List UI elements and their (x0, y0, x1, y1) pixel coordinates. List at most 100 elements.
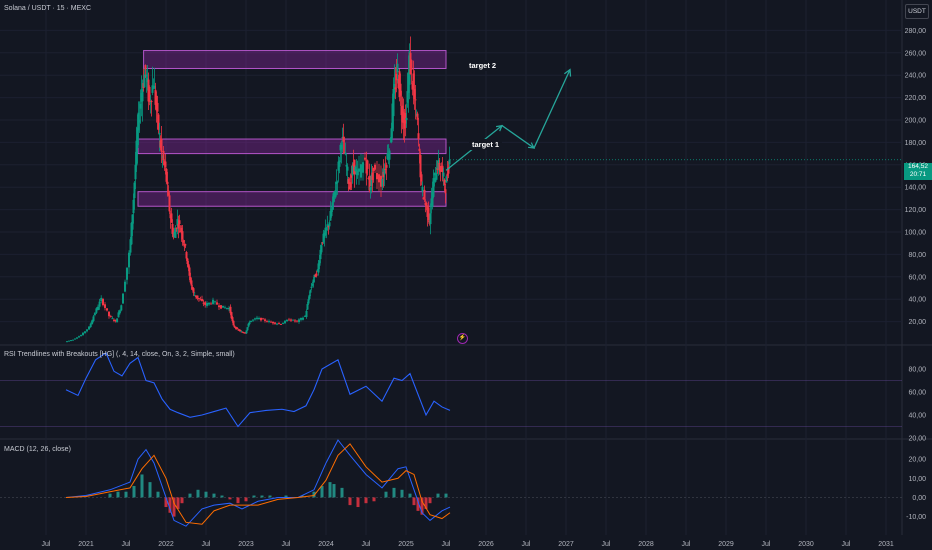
macd-histogram-bar (356, 497, 360, 508)
candle-body (349, 182, 352, 188)
candle-body (176, 219, 179, 226)
macd-histogram-bar (312, 491, 316, 498)
candle-body (384, 168, 387, 171)
macd-histogram-bar (428, 497, 432, 504)
candle-body (395, 74, 398, 81)
candle-body (199, 299, 202, 301)
currency-button[interactable]: USDT (905, 4, 929, 19)
candle-body (208, 302, 210, 305)
candle-body (332, 193, 335, 203)
candle-body (386, 153, 389, 160)
candle-body (178, 220, 181, 224)
candle-body (370, 174, 373, 186)
candle-body (149, 102, 152, 104)
candle-body (419, 155, 422, 178)
flash-icon[interactable]: ⚡ (457, 333, 468, 344)
candle-body (432, 178, 435, 197)
candle-body (114, 319, 117, 321)
candle-body (86, 329, 88, 332)
x-tick-label: 2027 (558, 541, 574, 548)
candle-body (195, 295, 198, 298)
x-tick-label: 2021 (78, 541, 94, 548)
candle-body (136, 127, 139, 149)
macd-histogram-bar (180, 497, 184, 504)
candle-body (144, 65, 147, 70)
signal-line (65, 443, 451, 525)
candle-body (250, 320, 252, 323)
macd-histogram-bar (204, 491, 208, 498)
macd-histogram-bar (436, 493, 440, 498)
x-tick-label: 2022 (158, 541, 174, 548)
x-tick-label: 2025 (398, 541, 414, 548)
candle-body (102, 299, 104, 306)
candle-body (145, 74, 148, 77)
candle-body (193, 295, 196, 297)
macd-title: MACD (12, 26, close) (4, 446, 71, 453)
candle-body (383, 168, 386, 175)
last-price: 164,52 (908, 163, 928, 170)
candle-body (168, 195, 171, 212)
candle-body (336, 181, 339, 183)
candle-body (134, 164, 137, 180)
x-tick-label: 2023 (238, 541, 254, 548)
candle-body (382, 171, 385, 178)
candle-body (420, 174, 423, 182)
macd-histogram-bar (236, 497, 240, 504)
candle-body (197, 298, 200, 300)
candle-body (66, 341, 68, 343)
macd-histogram-bar (196, 489, 200, 498)
candle-body (232, 320, 235, 326)
price-candles (66, 36, 902, 343)
candle-body (388, 150, 391, 160)
candle-body (306, 304, 309, 310)
candle-body (186, 258, 189, 265)
x-tick-label: Jul (762, 541, 771, 548)
candle-body (312, 279, 315, 283)
candle-body (266, 321, 268, 323)
symbol-title: Solana / USDT · 15 · MEXC (4, 5, 92, 12)
candle-body (260, 317, 262, 321)
y-tick-label: 120,00 (905, 207, 927, 214)
candle-body (270, 321, 272, 323)
y-tick-label: 140,00 (905, 185, 927, 192)
macd-tick-label: 10,00 (908, 476, 926, 483)
macd-tick-label: -10,00 (906, 514, 926, 521)
candle-body (311, 283, 314, 286)
candle-body (278, 323, 280, 325)
candle-body (385, 165, 388, 168)
rsi-tick-label: 20,00 (908, 436, 926, 443)
candle-body (82, 332, 84, 336)
candle-body (184, 244, 187, 246)
macd-histogram-bar (332, 484, 336, 498)
candle-body (68, 340, 70, 342)
candle-body (76, 337, 78, 339)
candle-body (131, 214, 134, 230)
candle-body (431, 191, 434, 207)
macd-histogram-bar (132, 485, 136, 498)
candle-body (448, 159, 451, 165)
candle-body (307, 299, 310, 304)
candle-body (177, 224, 180, 229)
candle-body (346, 166, 349, 171)
candle-body (116, 318, 119, 323)
x-tick-label: 2031 (878, 541, 894, 548)
y-tick-label: 60,00 (908, 274, 926, 281)
candle-body (442, 172, 445, 177)
candle-body (438, 162, 441, 171)
candle-body (92, 316, 95, 321)
y-tick-label: 180,00 (905, 140, 927, 147)
candle-body (206, 303, 208, 306)
macd-histogram-bar (164, 497, 168, 508)
candle-body (310, 286, 313, 288)
candle-body (252, 319, 254, 321)
candle-body (111, 318, 114, 320)
rsi-tick-label: 40,00 (908, 413, 926, 420)
y-tick-label: 40,00 (908, 297, 926, 304)
candle-body (187, 264, 190, 268)
candle-body (247, 323, 250, 327)
candle-body (280, 323, 282, 325)
candle-body (100, 297, 103, 302)
candle-body (320, 245, 323, 253)
candle-body (80, 335, 82, 337)
